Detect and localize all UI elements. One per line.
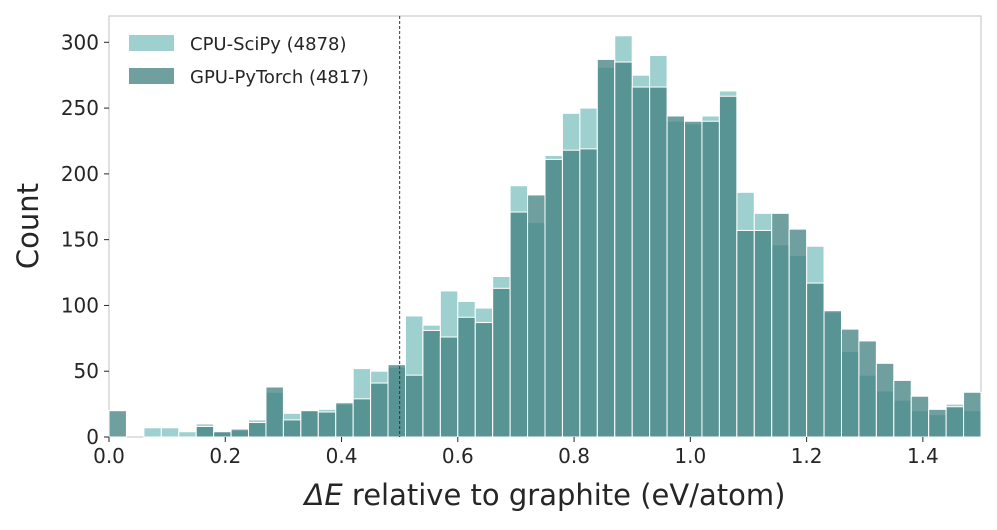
legend-swatch-cpu xyxy=(129,35,174,51)
bar-gpu-29 xyxy=(614,61,633,438)
x-tick-label: 0.6 xyxy=(442,444,474,468)
bar-gpu-44 xyxy=(875,362,895,438)
bar-gpu-25 xyxy=(544,158,563,438)
x-tick-label: 0.4 xyxy=(326,444,358,468)
x-axis-label: ΔE relative to graphite (eV/atom) xyxy=(303,478,786,512)
x-tick-label: 1.2 xyxy=(791,444,823,468)
x-tick-label: 0.8 xyxy=(558,444,590,468)
y-tick-label: 50 xyxy=(74,359,99,383)
bar-cpu-3 xyxy=(160,427,180,438)
bar-gpu-37 xyxy=(753,229,773,438)
x-tick-label: 0.0 xyxy=(93,444,125,468)
bar-gpu-14 xyxy=(352,398,372,438)
y-tick-label: 200 xyxy=(61,162,99,186)
x-axis-label-symbol: ΔE xyxy=(303,478,344,512)
legend: CPU-SciPy (4878) GPU-PyTorch (4817) xyxy=(129,34,369,88)
bar-gpu-18 xyxy=(422,329,441,438)
bar-cpu-2 xyxy=(143,427,162,438)
bar-gpu-42 xyxy=(840,328,860,438)
bar-gpu-10 xyxy=(282,419,302,438)
bar-gpu-28 xyxy=(596,58,616,438)
bar-gpu-39 xyxy=(788,228,808,438)
bar-gpu-0 xyxy=(108,410,127,438)
bar-gpu-7 xyxy=(230,428,250,438)
bar-gpu-24 xyxy=(527,194,546,438)
bar-gpu-43 xyxy=(858,340,877,438)
bar-gpu-35 xyxy=(718,95,738,438)
bar-gpu-49 xyxy=(963,391,982,438)
bar-gpu-48 xyxy=(945,406,965,438)
bar-gpu-23 xyxy=(509,211,529,438)
bars-layer xyxy=(108,35,982,438)
bar-gpu-11 xyxy=(300,410,319,438)
bar-gpu-16 xyxy=(387,364,406,438)
legend-swatch-gpu xyxy=(129,68,174,84)
bar-gpu-34 xyxy=(701,120,720,438)
bar-gpu-9 xyxy=(265,386,284,438)
bar-gpu-17 xyxy=(404,374,424,438)
bar-gpu-47 xyxy=(928,408,947,438)
bar-gpu-46 xyxy=(910,395,930,438)
bar-gpu-22 xyxy=(492,287,511,438)
y-tick-label: 150 xyxy=(61,228,99,252)
bar-gpu-30 xyxy=(631,86,651,438)
bar-gpu-13 xyxy=(335,402,354,438)
bar-gpu-21 xyxy=(474,322,494,438)
bar-gpu-19 xyxy=(439,336,459,438)
bar-gpu-26 xyxy=(561,149,581,438)
bar-gpu-12 xyxy=(317,411,337,438)
x-tick-label: 1.0 xyxy=(674,444,706,468)
bar-gpu-36 xyxy=(736,229,755,438)
legend-label-cpu: CPU-SciPy (4878) xyxy=(190,34,347,55)
bar-cpu-4 xyxy=(178,431,197,438)
bar-gpu-38 xyxy=(771,212,790,438)
y-tick-label: 100 xyxy=(61,293,99,317)
y-axis-label: Count xyxy=(11,183,45,269)
bar-gpu-45 xyxy=(893,379,912,438)
y-axis-ticks: 0 50 100 150 200 250 300 xyxy=(61,30,109,449)
y-tick-label: 0 xyxy=(86,425,99,449)
bar-gpu-41 xyxy=(823,310,842,438)
bar-gpu-27 xyxy=(579,148,598,438)
bar-gpu-8 xyxy=(248,422,267,438)
bar-gpu-5 xyxy=(195,425,215,438)
bar-gpu-6 xyxy=(213,431,232,438)
plot-area xyxy=(108,15,982,438)
x-tick-label: 1.4 xyxy=(907,444,939,468)
bar-gpu-31 xyxy=(649,86,668,438)
bar-gpu-33 xyxy=(684,120,703,438)
legend-label-gpu: GPU-PyTorch (4817) xyxy=(190,67,369,88)
bar-gpu-15 xyxy=(370,382,389,438)
x-axis-ticks: 0.0 0.2 0.4 0.6 0.8 1.0 1.2 1.4 xyxy=(93,437,939,468)
bar-gpu-32 xyxy=(666,115,686,438)
y-tick-label: 250 xyxy=(61,96,99,120)
x-axis-label-text: relative to graphite (eV/atom) xyxy=(343,478,786,512)
bar-gpu-40 xyxy=(806,282,825,438)
x-tick-label: 0.2 xyxy=(209,444,241,468)
bar-gpu-20 xyxy=(457,316,476,438)
y-tick-label: 300 xyxy=(61,30,99,54)
